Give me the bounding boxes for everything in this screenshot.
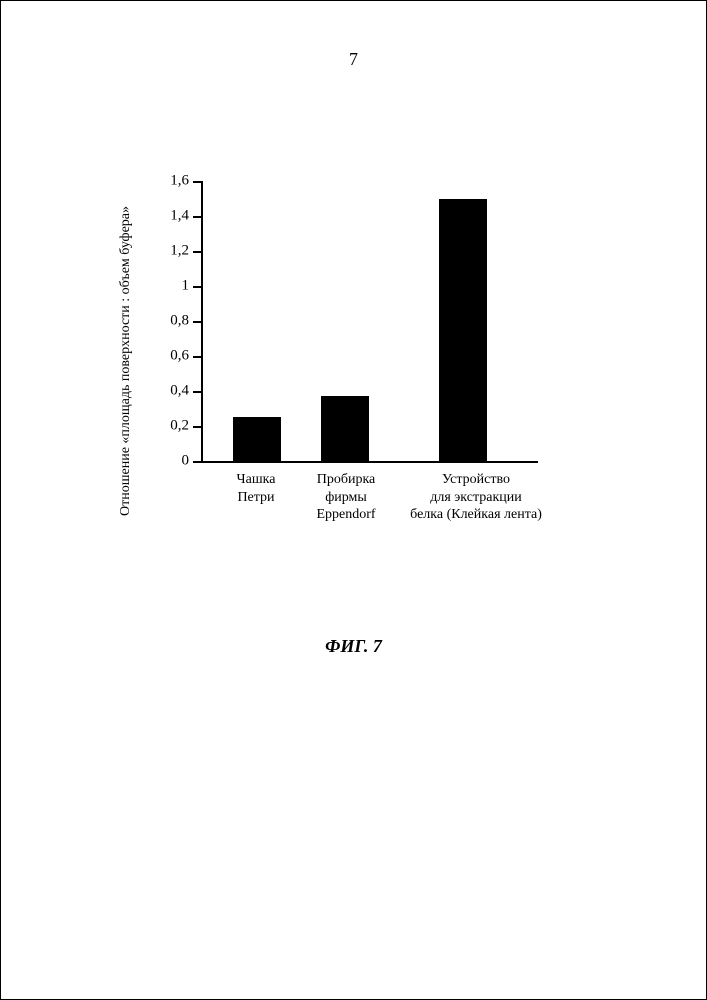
y-tick [193,321,203,323]
x-axis-label: ЧашкаПетри [216,471,296,506]
y-tick [193,391,203,393]
y-tick-label: 1 [182,278,190,295]
bar [233,417,281,461]
y-tick [193,286,203,288]
y-tick [193,181,203,183]
y-tick-label: 0,8 [170,313,189,330]
y-tick-label: 1,2 [170,243,189,260]
y-tick-label: 1,6 [170,173,189,190]
y-tick-label: 0 [182,453,190,470]
y-tick [193,216,203,218]
x-axis-label: ПробиркафирмыEppendorf [301,471,391,524]
plot-area: 00,20,40,60,811,21,41,6 [201,181,538,463]
page: 7 Отношение «площадь поверхности : объем… [0,0,707,1000]
y-tick [193,356,203,358]
bar [439,199,487,462]
y-axis-label: Отношение «площадь поверхности : объем б… [118,206,134,516]
y-tick-label: 0,6 [170,348,189,365]
y-tick-label: 0,2 [170,418,189,435]
y-tick [193,461,203,463]
bar-chart: Отношение «площадь поверхности : объем б… [146,181,536,541]
x-axis-label: Устройстводля экстракциибелка (Клейкая л… [396,471,556,524]
y-tick [193,426,203,428]
figure-caption: ФИГ. 7 [1,636,706,657]
bar [321,396,369,461]
y-tick [193,251,203,253]
y-tick-label: 1,4 [170,208,189,225]
page-number: 7 [1,49,706,70]
y-tick-label: 0,4 [170,383,189,400]
